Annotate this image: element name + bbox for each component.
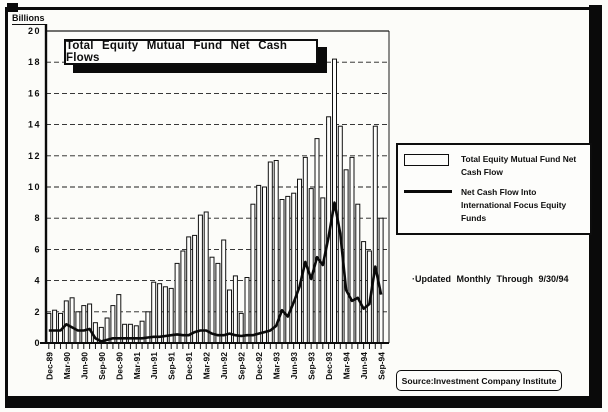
legend-box: Total Equity Mutual Fund Net Cash Flow N…	[396, 143, 592, 235]
svg-text:14: 14	[28, 120, 41, 130]
svg-text:4: 4	[34, 276, 41, 286]
svg-text:Mar-94: Mar-94	[342, 352, 352, 380]
line-swatch-icon	[404, 190, 452, 194]
svg-text:16: 16	[28, 88, 41, 98]
legend-label-total-equity: Total Equity Mutual Fund Net Cash Flow	[461, 154, 577, 178]
legend-item-total-equity: Total Equity Mutual Fund Net Cash Flow	[404, 153, 588, 179]
svg-text:Dec-90: Dec-90	[114, 352, 124, 380]
frame-border-left	[5, 7, 8, 397]
legend-item-international: Net Cash Flow Into International Focus E…	[404, 186, 588, 225]
svg-text:Mar-93: Mar-93	[272, 352, 282, 380]
frame-border-bottom	[5, 396, 602, 408]
y-axis-units-label: Billions	[12, 13, 45, 25]
svg-text:Sep-94: Sep-94	[377, 352, 387, 380]
svg-text:12: 12	[28, 151, 41, 161]
svg-text:Dec-89: Dec-89	[44, 352, 54, 380]
svg-text:Mar-91: Mar-91	[132, 352, 142, 380]
source-box: Source:Investment Company Institute	[396, 370, 562, 391]
svg-text:Mar-90: Mar-90	[62, 352, 72, 380]
svg-text:Sep-93: Sep-93	[307, 352, 317, 380]
svg-text:6: 6	[34, 244, 41, 254]
svg-text:Jun-90: Jun-90	[79, 352, 89, 380]
svg-text:8: 8	[34, 213, 41, 223]
svg-text:Mar-92: Mar-92	[202, 352, 212, 380]
svg-text:Jun-92: Jun-92	[219, 352, 229, 380]
svg-text:Sep-90: Sep-90	[97, 352, 107, 380]
bar-swatch-icon	[404, 154, 449, 166]
frame-border-right	[589, 5, 602, 408]
svg-text:10: 10	[28, 182, 41, 192]
svg-text:Dec-92: Dec-92	[254, 352, 264, 380]
chart-title: Total Equity Mutual Fund Net Cash Flows	[66, 40, 288, 64]
legend-label-international: Net Cash Flow Into International Focus E…	[461, 187, 567, 224]
frame-border-top	[6, 7, 590, 10]
svg-text:Sep-92: Sep-92	[237, 352, 247, 380]
svg-text:Jun-93: Jun-93	[289, 352, 299, 380]
svg-text:Dec-93: Dec-93	[324, 352, 334, 380]
svg-text:Sep-91: Sep-91	[167, 352, 177, 380]
updated-note: ·Updated Monthly Through 9/30/94	[412, 274, 569, 284]
svg-text:2: 2	[34, 307, 41, 317]
source-text: Source:Investment Company Institute	[401, 375, 557, 386]
svg-text:0: 0	[34, 338, 41, 348]
svg-text:Dec-91: Dec-91	[184, 352, 194, 380]
svg-text:20: 20	[28, 26, 41, 36]
chart-title-box: Total Equity Mutual Fund Net Cash Flows	[64, 39, 318, 65]
svg-text:Jun-94: Jun-94	[359, 352, 369, 380]
svg-text:Jun-91: Jun-91	[149, 352, 159, 380]
svg-text:18: 18	[28, 57, 41, 67]
